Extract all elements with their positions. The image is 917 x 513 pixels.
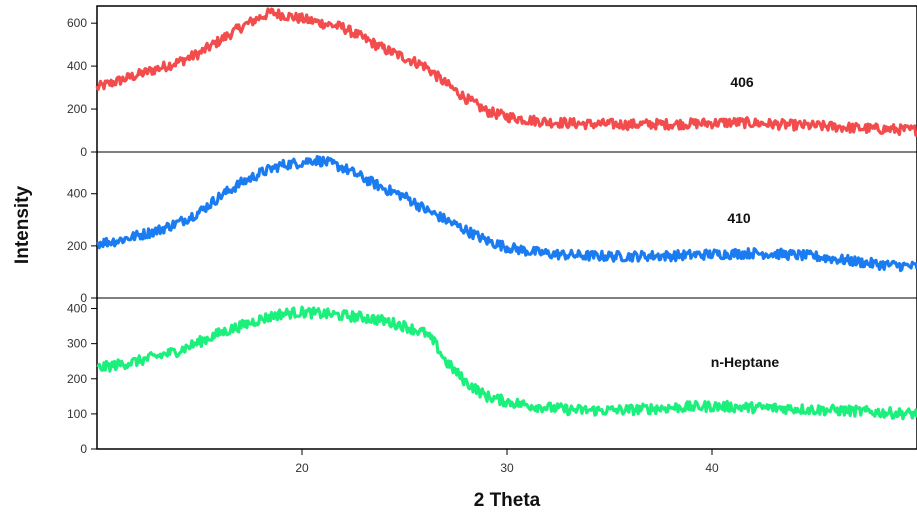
- x-axis: 20 30 40: [295, 449, 719, 475]
- series-line-n-heptane: [96, 305, 917, 421]
- x-tick-label: 20: [295, 461, 309, 475]
- y-tick-label: 0: [80, 291, 87, 305]
- x-tick-label: 40: [705, 461, 719, 475]
- y-tick-label: 0: [80, 145, 87, 159]
- y-tick-label: 400: [67, 187, 87, 201]
- plot-frame: [96, 5, 917, 450]
- series-label: n-Heptane: [711, 354, 780, 370]
- y-tick-label: 400: [67, 59, 87, 73]
- panel-1: 0 200 400 600 406: [67, 7, 917, 159]
- y-tick-label: 100: [67, 407, 87, 421]
- y-axis-title: Intensity: [12, 186, 33, 265]
- panel-3: 0 100 200 300 400 n-Heptane: [67, 302, 917, 456]
- y-tick-label: 200: [67, 239, 87, 253]
- x-tick-label: 30: [500, 461, 514, 475]
- y-tick-label: 600: [67, 16, 87, 30]
- series-line-406: [95, 7, 917, 137]
- series-label: 410: [727, 210, 751, 226]
- x-axis-title: 2 Theta: [474, 490, 541, 511]
- y-tick-label: 300: [67, 337, 87, 351]
- y-tick-label: 400: [67, 302, 87, 316]
- series-label: 406: [730, 74, 754, 90]
- series-line-410: [96, 155, 917, 273]
- y-tick-label: 0: [80, 442, 87, 456]
- y-tick-label: 200: [67, 102, 87, 116]
- y-tick-label: 200: [67, 372, 87, 386]
- plot-panels: 0 200 400 600 406 0 200 400 410 0 100 200 300 400 n-He…: [67, 5, 917, 456]
- panel-2: 0 200 400 410: [67, 155, 917, 305]
